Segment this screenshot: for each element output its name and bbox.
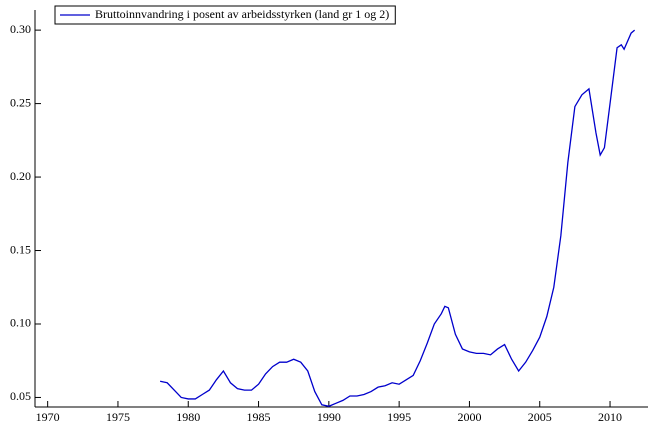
legend-label: Bruttoinnvandring i posent av arbeidssty… — [95, 7, 389, 21]
y-tick-label: 0.30 — [10, 22, 31, 36]
x-tick-label: 1970 — [36, 410, 60, 424]
y-tick-label: 0.10 — [10, 316, 31, 330]
y-tick-label: 0.05 — [10, 389, 31, 403]
y-tick-label: 0.25 — [10, 95, 31, 109]
x-tick-label: 1995 — [387, 410, 411, 424]
x-tick-label: 2010 — [598, 410, 622, 424]
y-tick-label: 0.20 — [10, 169, 31, 183]
x-tick-label: 1990 — [317, 410, 341, 424]
legend-box — [54, 5, 396, 25]
x-tick-label: 1975 — [106, 410, 130, 424]
x-tick-label: 2005 — [528, 410, 552, 424]
x-tick-label: 2000 — [457, 410, 481, 424]
y-tick-label: 0.15 — [10, 242, 31, 256]
x-tick-label: 1985 — [247, 410, 271, 424]
series-line — [159, 29, 636, 407]
x-tick-label: 1980 — [176, 410, 200, 424]
